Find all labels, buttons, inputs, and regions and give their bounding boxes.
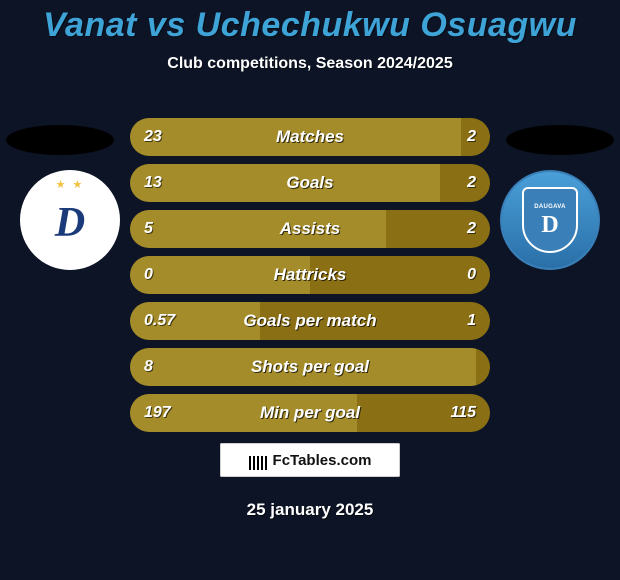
stat-right-segment: 115 [357,394,490,432]
stat-left-value: 13 [144,174,162,192]
stat-right-value: 2 [467,128,476,146]
stat-row: 132Goals [130,164,490,202]
stat-row: 8Shots per goal [130,348,490,386]
stat-left-segment: 0.57 [130,302,260,340]
bar-chart-icon [249,450,269,470]
footer-date: 25 january 2025 [0,500,620,520]
stat-row: 52Assists [130,210,490,248]
stat-right-segment [476,348,490,386]
stat-left-value: 8 [144,358,153,376]
page-subtitle: Club competitions, Season 2024/2025 [0,55,620,73]
player-shadow-left [6,125,114,155]
stat-row: 232Matches [130,118,490,156]
stat-right-segment: 2 [440,164,490,202]
shield-icon: DAUGAVA D [522,187,578,253]
stat-row: 0.571Goals per match [130,302,490,340]
stat-right-segment: 2 [461,118,490,156]
stat-right-segment: 2 [386,210,490,248]
footer-brand-text: FcTables.com [273,452,372,469]
stat-left-segment: 8 [130,348,476,386]
star-icon: ★ ★ [56,178,85,191]
stat-right-value: 1 [467,312,476,330]
stat-left-segment: 13 [130,164,440,202]
stat-left-segment: 197 [130,394,357,432]
stat-left-value: 23 [144,128,162,146]
stat-right-value: 115 [450,404,476,422]
crest-right-brand: DAUGAVA [534,204,566,210]
stat-left-value: 5 [144,220,153,238]
player-shadow-right [506,125,614,155]
crest-left-letter: D [55,199,85,247]
footer-logo[interactable]: FcTables.com [220,443,400,477]
crest-right: DAUGAVA D [500,170,600,270]
comparison-bars: 232Matches132Goals52Assists00Hattricks0.… [130,118,490,440]
stat-right-value: 2 [467,220,476,238]
stat-right-value: 0 [467,266,476,284]
stat-left-value: 0 [144,266,153,284]
stat-left-segment: 23 [130,118,461,156]
stat-left-value: 197 [144,404,171,422]
stat-left-value: 0.57 [144,312,175,330]
stat-right-segment: 1 [260,302,490,340]
stat-row: 197115Min per goal [130,394,490,432]
page-title: Vanat vs Uchechukwu Osuagwu [0,0,620,45]
stat-row: 00Hattricks [130,256,490,294]
crest-left: ★ ★ D [20,170,120,270]
crest-right-letter: D [541,212,558,239]
stat-left-segment: 0 [130,256,310,294]
stat-right-value: 2 [467,174,476,192]
stat-right-segment: 0 [310,256,490,294]
stat-left-segment: 5 [130,210,386,248]
